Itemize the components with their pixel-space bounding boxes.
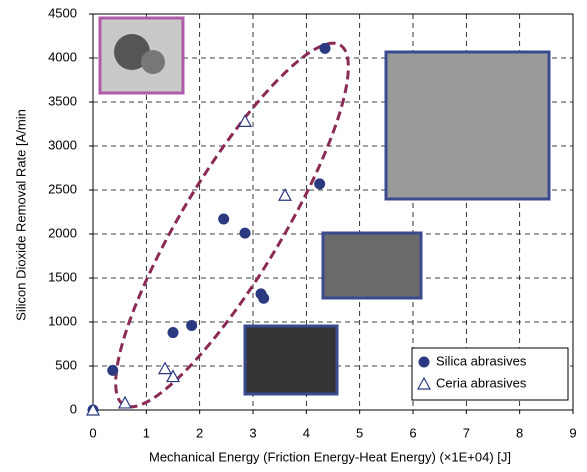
x-tick-label: 3 bbox=[249, 425, 256, 440]
point bbox=[186, 320, 197, 331]
point bbox=[168, 327, 179, 338]
x-tick-label: 1 bbox=[143, 425, 150, 440]
x-tick-label: 7 bbox=[463, 425, 470, 440]
point bbox=[279, 189, 291, 200]
inset-image bbox=[245, 326, 337, 394]
inset-image bbox=[386, 52, 549, 199]
point bbox=[240, 228, 251, 239]
legend-label: Ceria abrasives bbox=[436, 375, 527, 390]
y-tick-label: 1500 bbox=[48, 269, 77, 284]
inset-particle bbox=[141, 50, 165, 74]
inset-image bbox=[323, 233, 421, 298]
x-axis-label: Mechanical Energy (Friction Energy-Heat … bbox=[149, 449, 511, 464]
point bbox=[239, 115, 251, 126]
legend-label: Silica abrasives bbox=[436, 353, 527, 368]
point bbox=[159, 363, 171, 374]
y-tick-label: 3000 bbox=[48, 137, 77, 152]
y-tick-label: 1000 bbox=[48, 313, 77, 328]
legend-marker bbox=[419, 357, 430, 368]
y-tick-label: 0 bbox=[70, 401, 77, 416]
x-tick-label: 0 bbox=[89, 425, 96, 440]
x-tick-label: 6 bbox=[409, 425, 416, 440]
x-tick-label: 4 bbox=[303, 425, 310, 440]
chart: Mechanical Energy (Friction Energy-Heat … bbox=[0, 0, 587, 472]
y-tick-label: 2000 bbox=[48, 225, 77, 240]
y-tick-label: 4500 bbox=[48, 5, 77, 20]
point bbox=[107, 365, 118, 376]
y-tick-label: 500 bbox=[55, 357, 77, 372]
point bbox=[314, 178, 325, 189]
point bbox=[258, 293, 269, 304]
y-tick-label: 4000 bbox=[48, 49, 77, 64]
y-tick-label: 3500 bbox=[48, 93, 77, 108]
point bbox=[218, 214, 229, 225]
y-axis-label: Silicon Dioxide Removal Rate [A/min bbox=[13, 109, 28, 321]
x-tick-label: 5 bbox=[356, 425, 363, 440]
x-tick-label: 8 bbox=[516, 425, 523, 440]
x-tick-label: 2 bbox=[196, 425, 203, 440]
x-tick-label: 9 bbox=[569, 425, 576, 440]
y-tick-label: 2500 bbox=[48, 181, 77, 196]
point bbox=[320, 43, 331, 54]
